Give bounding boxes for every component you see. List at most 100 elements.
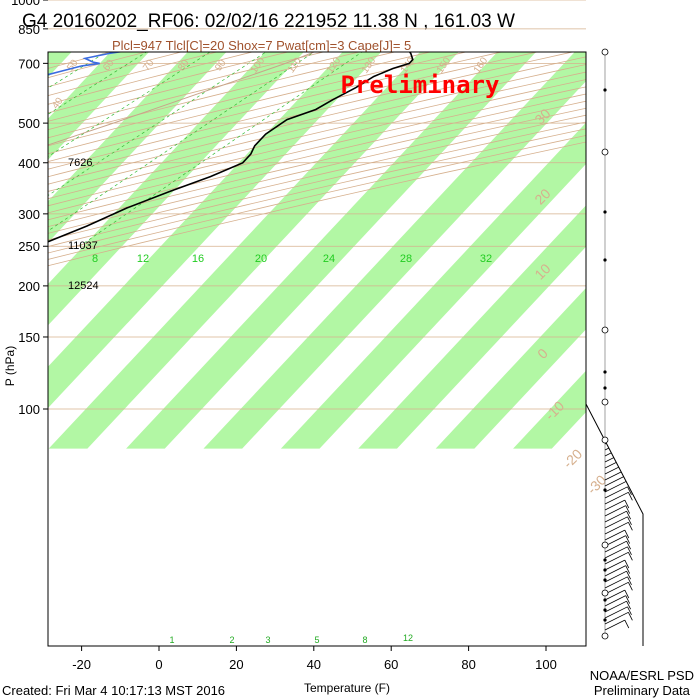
wind-barb [604, 521, 629, 535]
wind-barb-flag [626, 541, 631, 550]
wind-barb-flag [628, 522, 633, 531]
calm-wind-circle [601, 589, 609, 597]
wind-barb-flag [581, 260, 585, 268]
x-tick-label: 100 [535, 657, 557, 672]
wind-station-dot [603, 558, 607, 562]
height-annotation: 7626 [68, 157, 92, 169]
wind-barb [586, 229, 606, 241]
mixing-ratio-label: 12 [137, 253, 149, 265]
mixing-ratio-line [48, 52, 315, 232]
wind-barb [604, 486, 628, 499]
footer-credit: NOAA/ESRL PSD Preliminary Data [590, 668, 694, 698]
dry-adiabat [48, 56, 586, 185]
wind-barb-panel [579, 48, 644, 646]
dry-adiabat [48, 52, 432, 147]
parcel-path [48, 52, 316, 146]
dry-adiabat [48, 52, 254, 105]
wind-barb-flag [579, 277, 583, 285]
pressure-gridlines [48, 0, 586, 410]
calm-wind-circle [601, 398, 609, 406]
wind-barb [586, 390, 606, 403]
mixing-ratio-labels-upper: 8 12 16 20 24 28 32 [92, 253, 492, 265]
dry-adiabat [48, 93, 586, 221]
chart-subtitle: Plcl=947 Tlcl[C]=20 Shox=7 Pwat[cm]=3 Ca… [112, 38, 412, 53]
wind-barb [586, 289, 606, 301]
wind-barb [586, 385, 606, 397]
wind-barb-flag [624, 469, 630, 479]
wind-barb-flag [624, 559, 630, 569]
wind-barb [586, 355, 606, 367]
dry-adiabat [48, 52, 504, 162]
created-timestamp: Created: Fri Mar 4 10:17:13 MST 2016 [2, 683, 226, 698]
wind-barb-flag [624, 499, 630, 509]
calm-wind-circle [601, 541, 609, 549]
dry-adiabat [48, 52, 468, 155]
wind-station-dot [603, 258, 607, 262]
y-tick-label: 1000 [11, 0, 40, 8]
wind-barb [586, 235, 606, 247]
wind-barb-flag [628, 552, 633, 561]
wind-barb-flag [626, 421, 631, 430]
wind-barb-flag [625, 505, 631, 514]
y-tick-label: 700 [18, 56, 40, 71]
mixing-ratio-label: 32 [480, 253, 492, 265]
wind-barb [586, 360, 606, 373]
x-axis-label: Temperature (F) [304, 681, 390, 695]
y-tick-label: 100 [18, 402, 40, 417]
wind-barb-flag [625, 415, 631, 424]
wind-barb-flag [628, 462, 633, 471]
mixing-ratio-label: 20 [255, 253, 267, 265]
wind-barb [604, 510, 627, 523]
footer-org: NOAA/ESRL PSD [589, 668, 694, 683]
wind-barb-flag [624, 439, 630, 449]
wind-barb [604, 565, 626, 577]
wind-barb [586, 300, 606, 313]
wind-barb [604, 529, 625, 541]
dry-adiabat [48, 86, 586, 214]
wind-barb-flag [628, 612, 633, 621]
wind-barb [586, 240, 606, 253]
wind-barb [604, 469, 625, 481]
wind-barb [604, 576, 628, 589]
height-annotation: 11037 [68, 240, 98, 252]
wind-station-dot [603, 598, 607, 602]
wind-barb-flag [628, 582, 633, 591]
wind-barb-flag [625, 535, 631, 544]
wind-station-dot [603, 568, 607, 572]
x-tick-label: 40 [307, 657, 321, 672]
adiabat-label: 50 [65, 57, 81, 73]
mixing-ratio-label: 28 [400, 253, 412, 265]
wind-barb [586, 259, 606, 271]
wind-barb [586, 295, 606, 307]
wind-barb [604, 475, 626, 487]
y-tick-label: 400 [18, 156, 40, 171]
x-axis: -20 0 20 40 60 80 100 [72, 646, 557, 672]
wind-barb-flag [627, 606, 632, 615]
wind-barb-flag [624, 589, 630, 599]
wind-barb-flag [624, 619, 630, 629]
wind-barb-flag [627, 576, 632, 585]
isotherm-bands [48, 52, 586, 449]
x-tick-label: 0 [155, 657, 162, 672]
footer-note: Preliminary Data [593, 683, 690, 698]
wind-barb [604, 431, 629, 445]
calm-wind-circle [601, 326, 609, 334]
wind-barb [586, 379, 606, 391]
y-tick-label: 850 [18, 22, 40, 37]
dry-adiabat [48, 52, 290, 114]
mixing-ratio-label: 1 [169, 635, 174, 645]
wind-station-dot [603, 210, 607, 214]
dewpoint-profile [48, 52, 125, 76]
wind-barb-flag [626, 601, 631, 610]
wind-barb-flag [626, 511, 631, 520]
dry-adiabat [48, 135, 586, 260]
wind-barb-flag [625, 445, 631, 454]
y-axis: 100 150 200 250 300 400 500 700 850 1000 [11, 0, 48, 417]
wind-barb-flag [580, 356, 584, 364]
isotherm-band [126, 52, 537, 449]
wind-station-dot [603, 488, 607, 492]
dry-adiabat [48, 121, 586, 247]
wind-barb-flag [628, 492, 633, 501]
mixing-ratio-label: 24 [323, 253, 335, 265]
dry-adiabat [48, 141, 586, 267]
